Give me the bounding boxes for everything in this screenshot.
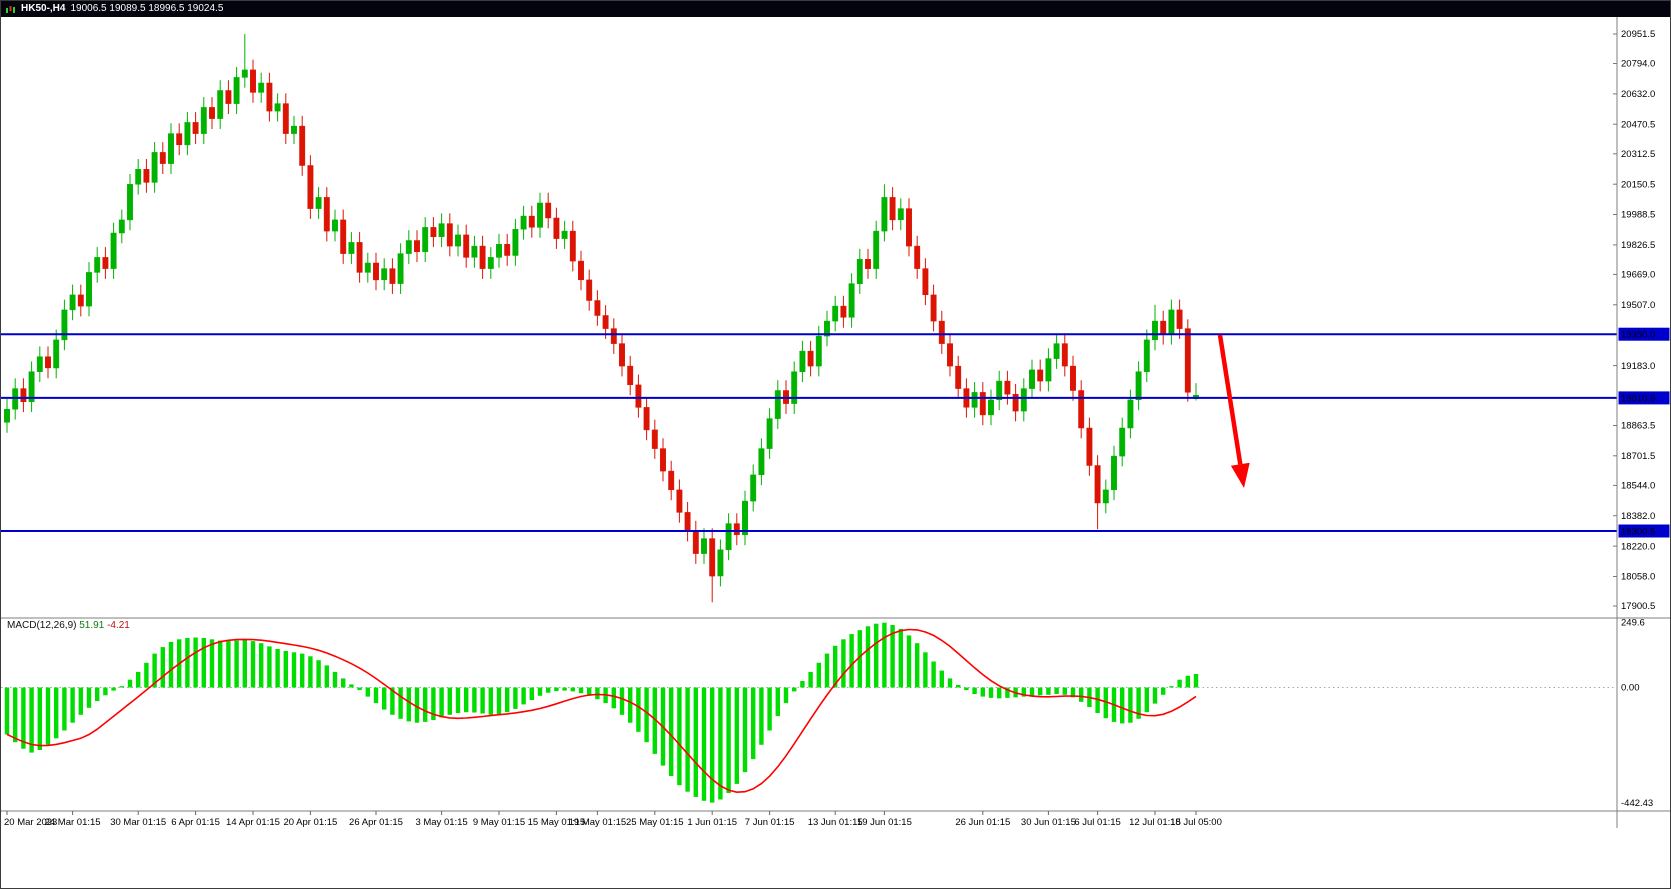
svg-text:17900.5: 17900.5 [1621,601,1655,612]
price-badge [1618,524,1670,538]
svg-text:24 Mar 01:15: 24 Mar 01:15 [45,817,101,828]
svg-text:3 May 01:15: 3 May 01:15 [415,817,467,828]
svg-text:19010.6: 19010.6 [1621,393,1655,404]
svg-text:20312.5: 20312.5 [1621,149,1655,160]
svg-text:20 Mar 2023: 20 Mar 2023 [4,817,57,828]
svg-text:20632.0: 20632.0 [1621,89,1655,100]
svg-text:19 Jun 01:15: 19 Jun 01:15 [857,817,912,828]
chart-title-ohlc: 19006.5 19089.5 18996.5 19024.5 [70,3,224,14]
svg-text:14 Apr 01:15: 14 Apr 01:15 [226,817,280,828]
chart-title-symbol: HK50-,H4 [21,3,66,14]
svg-text:12 Jul 01:15: 12 Jul 01:15 [1129,817,1181,828]
svg-text:19350.0: 19350.0 [1621,330,1655,341]
svg-text:18701.5: 18701.5 [1621,451,1655,462]
svg-text:18058.0: 18058.0 [1621,572,1655,583]
svg-text:18544.0: 18544.0 [1621,481,1655,492]
svg-text:0.00: 0.00 [1621,683,1640,694]
arrow-head-icon [1230,462,1250,488]
candlestick-chart-icon [5,4,16,15]
price-badge [1618,327,1670,341]
svg-text:6 Jul 01:15: 6 Jul 01:15 [1074,817,1120,828]
macd-name: MACD(12,26,9) [7,620,77,631]
macd-main-value: 51.91 [79,620,105,631]
svg-text:19826.5: 19826.5 [1621,240,1655,251]
svg-text:13 Jun 01:15: 13 Jun 01:15 [808,817,863,828]
svg-text:20 Apr 01:15: 20 Apr 01:15 [283,817,337,828]
svg-text:15 May 01:15: 15 May 01:15 [528,817,586,828]
svg-text:26 Jun 01:15: 26 Jun 01:15 [955,817,1010,828]
svg-text:20951.5: 20951.5 [1621,29,1655,40]
svg-text:-442.43: -442.43 [1621,798,1653,809]
window-titlebar[interactable]: HK50-,H4 19006.5 19089.5 18996.5 19024.5 [1,1,1670,17]
svg-text:20470.5: 20470.5 [1621,119,1655,130]
svg-text:1 Jun 01:15: 1 Jun 01:15 [687,817,737,828]
svg-text:18382.0: 18382.0 [1621,511,1655,522]
svg-text:19669.0: 19669.0 [1621,270,1655,281]
price-badge [1618,391,1670,405]
macd-signal-line [6,628,1197,794]
macd-signal-value: -4.21 [107,620,130,631]
svg-text:9 May 01:15: 9 May 01:15 [473,817,525,828]
svg-text:26 Apr 01:15: 26 Apr 01:15 [349,817,403,828]
svg-text:19988.5: 19988.5 [1621,210,1655,221]
svg-text:18863.5: 18863.5 [1621,421,1655,432]
macd-indicator-label: MACD(12,26,9) 51.91 -4.21 [7,620,130,631]
svg-text:20150.5: 20150.5 [1621,179,1655,190]
svg-text:6 Apr 01:15: 6 Apr 01:15 [171,817,220,828]
svg-text:19 May 01:15: 19 May 01:15 [569,817,627,828]
macd-pane[interactable] [1,622,1617,803]
svg-text:18 Jul 05:00: 18 Jul 05:00 [1170,817,1222,828]
price-scale[interactable]: 20951.5 20794.0 20632.0 20470.5 20312.5 20150… [1613,29,1670,809]
svg-text:249.6: 249.6 [1621,618,1645,629]
svg-text:7 Jun 01:15: 7 Jun 01:15 [745,817,795,828]
svg-text:18220.0: 18220.0 [1621,541,1655,552]
trend-arrow-annotation[interactable] [1217,334,1250,488]
svg-text:19183.0: 19183.0 [1621,361,1655,372]
svg-text:18300.5: 18300.5 [1621,527,1655,538]
svg-text:25 May 01:15: 25 May 01:15 [626,817,684,828]
svg-text:20794.0: 20794.0 [1621,59,1655,70]
svg-text:30 Jun 01:15: 30 Jun 01:15 [1021,817,1076,828]
svg-text:30 Mar 01:15: 30 Mar 01:15 [110,817,166,828]
svg-text:19507.0: 19507.0 [1621,300,1655,311]
macd-histogram [4,622,1199,803]
candlesticks [4,34,1199,603]
